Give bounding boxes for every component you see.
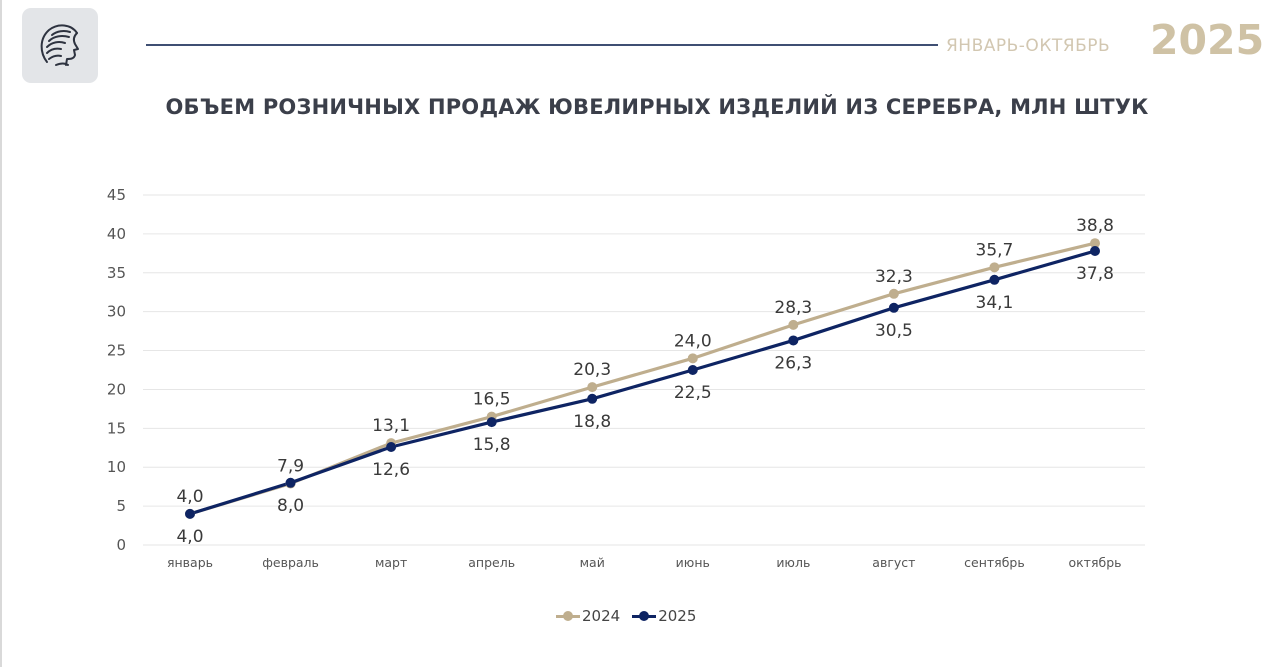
y-tick-label: 15 bbox=[107, 419, 126, 437]
data-label-2024: 24,0 bbox=[674, 331, 712, 351]
legend-swatch-2025 bbox=[632, 611, 657, 621]
data-point-2024 bbox=[1090, 238, 1100, 249]
legend-item-2024: 2024 bbox=[556, 607, 620, 625]
data-label-2024: 13,1 bbox=[372, 416, 410, 436]
data-label-2025: 18,8 bbox=[573, 412, 611, 432]
data-point-2025 bbox=[1090, 246, 1100, 256]
data-label-2025: 34,1 bbox=[976, 293, 1014, 313]
y-tick-label: 10 bbox=[107, 458, 126, 476]
data-point-2024 bbox=[888, 288, 899, 299]
brand-logo bbox=[22, 8, 98, 83]
x-tick-label: май bbox=[580, 555, 605, 570]
series-line-2024 bbox=[188, 241, 1097, 516]
data-point-2024 bbox=[587, 382, 598, 393]
woman-profile-logo-icon bbox=[40, 24, 79, 66]
data-point-2025 bbox=[285, 477, 296, 488]
x-tick-label: август bbox=[872, 555, 915, 570]
x-tick-label: январь bbox=[167, 555, 213, 570]
y-tick-label: 40 bbox=[107, 225, 126, 243]
data-point-2025 bbox=[888, 302, 899, 313]
period-label: ЯНВАРЬ-ОКТЯБРЬ bbox=[946, 36, 1111, 56]
data-label-2025: 4,0 bbox=[176, 527, 203, 547]
data-point-2025 bbox=[687, 365, 698, 375]
data-label-2024: 16,5 bbox=[473, 390, 511, 410]
data-label-2025: 30,5 bbox=[875, 321, 913, 341]
x-tick-label: сентябрь bbox=[964, 555, 1025, 570]
data-point-2025 bbox=[486, 417, 497, 428]
chart-legend: 2024 2025 bbox=[556, 604, 696, 628]
y-tick-label: 0 bbox=[116, 536, 126, 554]
data-point-2024 bbox=[687, 353, 698, 364]
x-tick-label: июль bbox=[776, 555, 810, 570]
legend-label-2025: 2025 bbox=[658, 607, 697, 625]
legend-item-2025: 2025 bbox=[632, 607, 696, 625]
series-line-2025 bbox=[188, 249, 1097, 516]
y-tick-label: 45 bbox=[107, 186, 126, 204]
left-frame-border bbox=[0, 0, 2, 667]
y-tick-label: 25 bbox=[107, 342, 126, 360]
data-label-2024: 20,3 bbox=[573, 360, 611, 380]
data-point-2025 bbox=[386, 442, 397, 452]
x-tick-label: февраль bbox=[262, 555, 319, 570]
x-tick-label: июнь bbox=[676, 555, 710, 570]
data-label-2024: 4,0 bbox=[176, 487, 203, 507]
y-tick-label: 30 bbox=[107, 303, 126, 321]
legend-swatch-2024 bbox=[556, 611, 580, 621]
x-tick-label: март bbox=[375, 555, 407, 570]
y-tick-label: 5 bbox=[116, 497, 126, 515]
data-label-2024: 32,3 bbox=[875, 267, 913, 287]
data-label-2025: 8,0 bbox=[277, 496, 304, 516]
x-tick-label: апрель bbox=[468, 555, 515, 570]
data-label-2024: 38,8 bbox=[1076, 216, 1114, 236]
data-point-2024 bbox=[989, 262, 1000, 273]
data-label-2025: 12,6 bbox=[372, 460, 410, 480]
data-label-2024: 7,9 bbox=[277, 457, 304, 477]
data-point-2025 bbox=[185, 508, 195, 519]
data-point-2025 bbox=[788, 335, 799, 346]
y-tick-label: 35 bbox=[107, 264, 126, 282]
year-label: 2025 bbox=[1150, 16, 1265, 64]
data-label-2025: 22,5 bbox=[674, 383, 712, 403]
header-rule bbox=[146, 44, 938, 46]
x-tick-label: октябрь bbox=[1068, 555, 1121, 570]
data-label-2025: 26,3 bbox=[774, 353, 812, 373]
chart-title: ОБЪЕМ РОЗНИЧНЫХ ПРОДАЖ ЮВЕЛИРНЫХ ИЗДЕЛИЙ… bbox=[165, 95, 1149, 119]
data-point-2024 bbox=[788, 319, 799, 330]
data-point-2025 bbox=[587, 393, 598, 404]
y-tick-label: 20 bbox=[107, 380, 126, 398]
data-label-2025: 37,8 bbox=[1076, 264, 1114, 284]
data-point-2025 bbox=[989, 274, 1000, 285]
data-label-2025: 15,8 bbox=[473, 435, 511, 455]
data-label-2024: 28,3 bbox=[774, 298, 812, 318]
data-label-2024: 35,7 bbox=[976, 240, 1014, 260]
legend-label-2024: 2024 bbox=[582, 607, 621, 625]
